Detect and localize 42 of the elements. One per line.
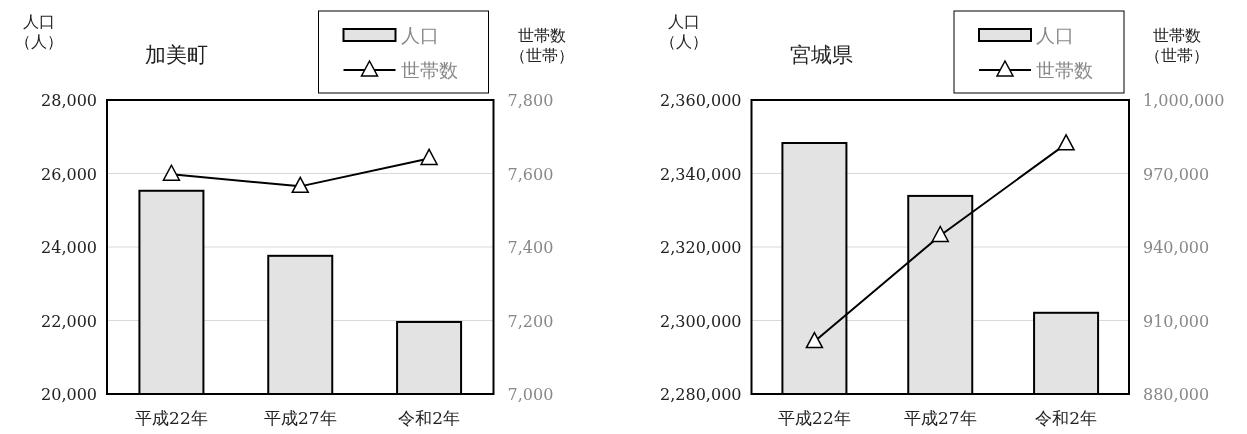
y2-tick-label: 7,000 [507,385,554,404]
y2-tick-label: 970,000 [1143,164,1210,184]
y-tick-label: 2,320,000 [660,238,742,257]
x-tick-label: 平成22年 [778,408,851,428]
point [162,164,181,181]
y-tick-label: 2,280,000 [660,385,742,404]
y-tick-label: 2,300,000 [660,311,742,331]
legend-label: 人口 [400,24,439,46]
y-axis-title: 人口（人） [658,12,709,52]
point [931,225,949,243]
x-tick-label: 令和2年 [1035,408,1097,428]
chart-title: 加美町 [145,43,208,67]
y-tick-label: 2,360,000 [660,91,742,110]
legend-label: 世帯数 [400,59,458,81]
chart-title: 宮城県 [789,43,853,67]
y-tick-label: 22,000 [41,311,97,331]
point [420,148,438,166]
point [805,331,824,349]
x-tick-label: 平成22年 [135,408,208,428]
legend-label: 世帯数 [1036,59,1093,81]
y-tick-label: 26,000 [41,164,97,184]
y2-axis-title: 世帯数（世帯） [1144,26,1211,66]
y2-tick-label: 7,200 [507,311,554,331]
point [291,176,309,194]
y-axis-title: 人口（人） [14,12,65,52]
x-tick-label: 平成27年 [903,408,977,428]
y-tick-label: 28,000 [41,91,97,110]
x-tick-label: 平成27年 [263,408,337,428]
y2-axis-title: 世帯数（世帯） [508,26,575,66]
y2-tick-label: 7,400 [507,238,554,257]
legend-label: 人口 [1036,24,1074,46]
x-tick-label: 令和2年 [398,408,460,428]
y-tick-label: 24,000 [41,238,97,257]
y2-tick-label: 7,600 [507,164,554,184]
y2-tick-label: 940,000 [1143,238,1210,257]
y2-tick-label: 910,000 [1143,311,1210,331]
point [1057,134,1075,151]
y2-tick-label: 880,000 [1143,385,1210,404]
y2-tick-label: 1,000,000 [1143,91,1225,110]
y2-tick-label: 7,800 [507,91,554,110]
y-tick-label: 20,000 [41,385,97,404]
y-tick-label: 2,340,000 [660,164,742,184]
